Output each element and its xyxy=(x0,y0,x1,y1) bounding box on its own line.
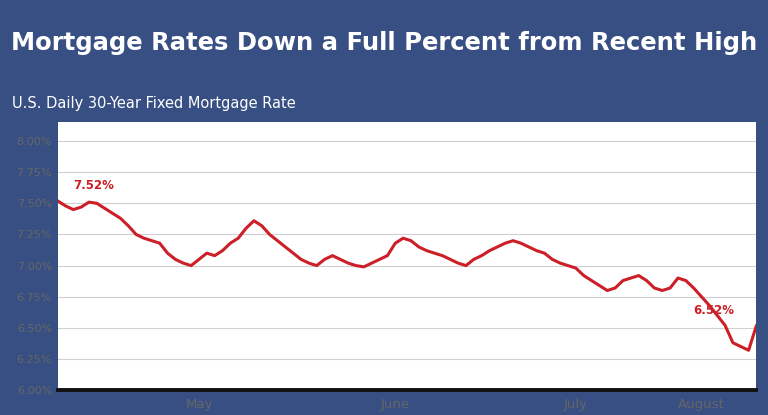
Text: Mortgage Rates Down a Full Percent from Recent High: Mortgage Rates Down a Full Percent from … xyxy=(11,31,757,54)
Text: 6.52%: 6.52% xyxy=(694,304,735,317)
Text: U.S. Daily 30-Year Fixed Mortgage Rate: U.S. Daily 30-Year Fixed Mortgage Rate xyxy=(12,96,295,111)
Text: 7.52%: 7.52% xyxy=(73,179,114,192)
